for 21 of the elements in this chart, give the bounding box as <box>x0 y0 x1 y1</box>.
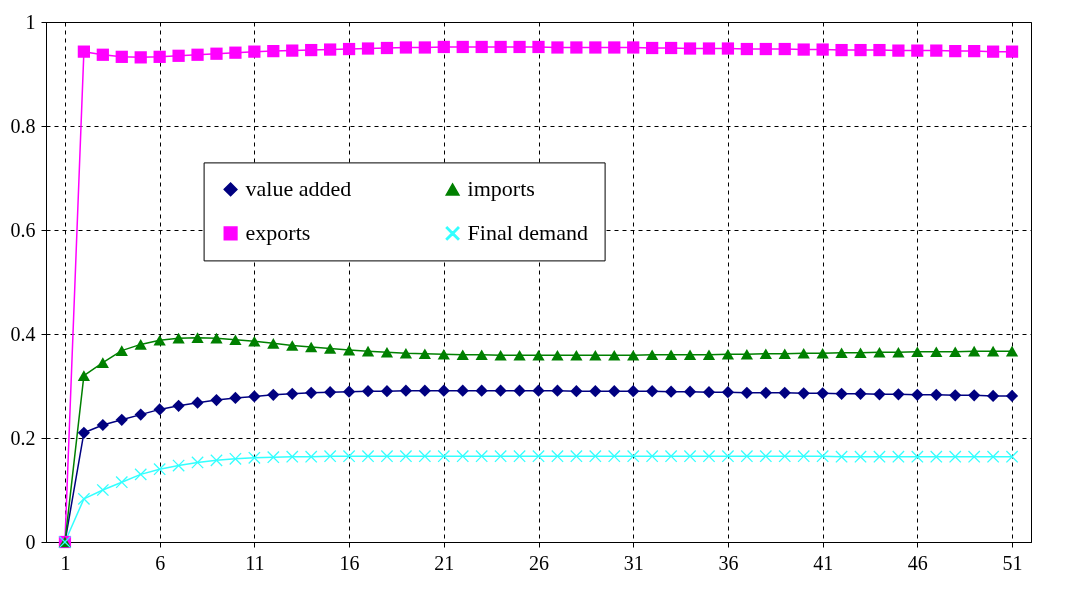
y-tick-label: 0.8 <box>10 114 36 137</box>
x-tick-label: 36 <box>718 551 739 574</box>
legend-label: Final demand <box>467 220 588 246</box>
x-tick-label: 16 <box>339 551 360 574</box>
x-tick-label: 1 <box>60 551 71 574</box>
y-tick-label: 0.4 <box>10 322 36 345</box>
legend-label: imports <box>467 176 535 202</box>
y-tick-label: 0.6 <box>10 218 36 241</box>
x-tick-label: 6 <box>155 551 166 574</box>
y-tick-label: 1 <box>25 10 36 33</box>
x-tick-label: 31 <box>623 551 644 574</box>
x-tick-label: 46 <box>907 551 928 574</box>
y-tick-label: 0.2 <box>10 426 36 449</box>
x-tick-label: 26 <box>529 551 549 574</box>
legend-label: value added <box>245 176 352 202</box>
x-tick-label: 11 <box>245 551 265 574</box>
y-tick-label: 0 <box>25 530 36 553</box>
legend-label: exports <box>245 220 311 246</box>
x-tick-label: 41 <box>813 551 834 574</box>
x-tick-label: 21 <box>434 551 455 574</box>
x-tick-label: 51 <box>1002 551 1023 574</box>
